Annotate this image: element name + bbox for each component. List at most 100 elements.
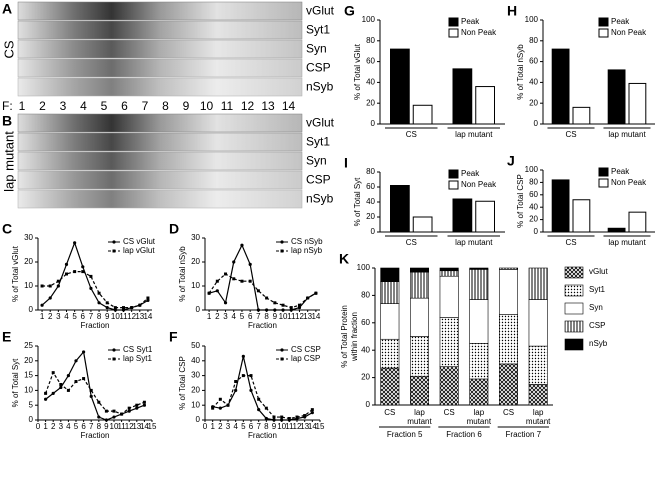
fraction-number: 1 (19, 99, 26, 113)
x-tick-label: 1 (210, 422, 215, 431)
point (297, 306, 302, 310)
y-tick-label: 80 (366, 167, 375, 176)
x-tick-label: 7 (89, 312, 94, 321)
legend-label: Non Peak (461, 180, 497, 189)
point (241, 374, 245, 378)
legend-swatch (448, 169, 459, 179)
group-label: Fraction 6 (446, 430, 482, 439)
y-tick-label: 40 (361, 345, 370, 354)
legend-label: CS vGlut (123, 237, 156, 246)
x-tick-label: lap mutant (526, 408, 551, 426)
legend-label: Peak (611, 17, 630, 26)
point (44, 391, 48, 395)
fraction-label: F: (2, 99, 13, 113)
y-tick-label: 25 (24, 341, 33, 350)
x-tick-label: 3 (226, 422, 231, 431)
y-tick-label: 20 (529, 215, 538, 224)
point (215, 289, 219, 293)
fraction-number: 13 (261, 99, 275, 113)
point (273, 308, 277, 312)
x-tick-label: 14 (140, 422, 149, 431)
y-tick-label: 30 (191, 371, 200, 380)
blot-strip (17, 170, 303, 190)
point (65, 272, 68, 276)
y-tick-label: 20 (191, 257, 200, 266)
point (97, 415, 101, 419)
legend-label: Non Peak (461, 28, 497, 37)
x-tick-label: 5 (240, 312, 245, 321)
x-tick-label: 7 (256, 312, 261, 321)
y-tick-label: 40 (366, 78, 375, 87)
bar (628, 82, 647, 125)
x-tick-label: CS (384, 408, 395, 417)
point (280, 415, 284, 419)
legend-swatch (564, 320, 584, 333)
legend-label: lap vGlut (123, 246, 155, 255)
x-axis-label: Fraction (81, 431, 110, 440)
legend-swatch (448, 180, 459, 190)
x-tick-label: 8 (97, 422, 102, 431)
point (240, 279, 244, 283)
point (142, 403, 146, 407)
x-tick-label: 1 (40, 312, 45, 321)
point (73, 241, 77, 245)
y-tick-label: 20 (24, 257, 33, 266)
blot-label: Syt1 (306, 23, 330, 37)
y-axis-label: within fraction (350, 312, 359, 362)
x-tick-label: 15 (148, 422, 157, 431)
legend-swatch (564, 266, 584, 279)
bar-segment (469, 269, 489, 300)
y-tick-label: 80 (366, 36, 375, 45)
point (249, 388, 253, 392)
blot-strip (17, 20, 303, 40)
legend-label: CS Syt1 (123, 345, 153, 354)
x-tick-label: 6 (248, 312, 253, 321)
point (89, 388, 93, 392)
fraction-number: 8 (162, 99, 169, 113)
bar-segment (469, 343, 489, 380)
point (234, 388, 238, 392)
panel-letter: A (2, 1, 12, 17)
x-tick-label: 2 (51, 422, 56, 431)
legend-label: CSP (589, 321, 605, 330)
y-tick-label: 40 (366, 197, 375, 206)
bar-segment (439, 366, 459, 406)
y-tick-label: 60 (366, 182, 375, 191)
y-tick-label: 0 (371, 119, 376, 128)
point (264, 406, 268, 410)
y-tick-label: 0 (196, 305, 201, 314)
legend-marker (280, 348, 284, 352)
y-tick-label: 30 (191, 233, 200, 242)
point (223, 301, 228, 305)
group-label: Fraction 5 (387, 430, 423, 439)
x-tick-label: 6 (81, 422, 86, 431)
y-axis-label: % of Total Syt (11, 358, 20, 408)
x-tick-label: 5 (74, 422, 79, 431)
x-tick-label: 8 (264, 422, 269, 431)
point (218, 406, 222, 410)
point (97, 301, 101, 305)
x-tick-label: 4 (66, 422, 71, 431)
x-tick-label: 11 (285, 422, 294, 431)
x-tick-label: 15 (316, 422, 325, 431)
fraction-number: 4 (80, 99, 87, 113)
point (113, 306, 117, 310)
x-axis-label: Fraction (248, 321, 277, 330)
legend-swatch (564, 302, 584, 315)
point (82, 377, 86, 381)
fraction-number: 2 (39, 99, 46, 113)
point (74, 359, 78, 363)
y-tick-label: 15 (24, 371, 33, 380)
x-tick-label: 10 (279, 312, 288, 321)
x-tick-label: 3 (56, 312, 61, 321)
bar (412, 216, 433, 233)
bar-segment (410, 297, 429, 337)
legend-label: lap Syt1 (123, 354, 152, 363)
point (310, 411, 314, 415)
x-tick-label: 13 (303, 312, 312, 321)
point (281, 303, 285, 307)
panel-letter: F (169, 329, 178, 345)
x-axis-label: Fraction (248, 431, 277, 440)
y-tick-label: 40 (529, 78, 538, 87)
